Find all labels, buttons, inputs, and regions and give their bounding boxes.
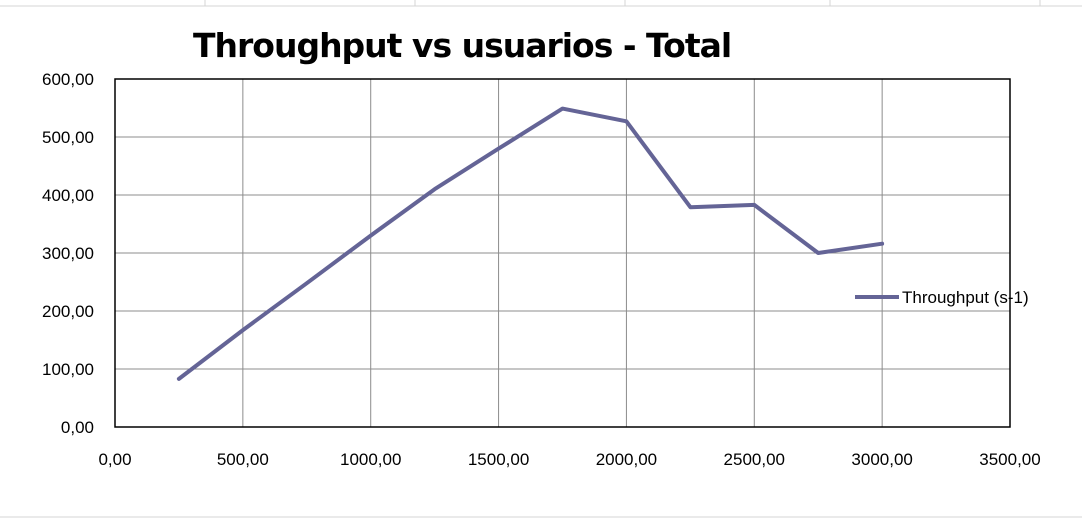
x-tick-label: 0,00 — [98, 450, 131, 469]
x-tick-label: 3000,00 — [851, 450, 912, 469]
y-axis-ticks: 0,00 100,00 200,00 300,00 400,00 500,00 600,00 — [42, 70, 94, 437]
data-point — [625, 120, 627, 122]
x-tick-label: 3500,00 — [979, 450, 1040, 469]
chart-title: Throughput vs usuarios - Total — [193, 26, 732, 65]
data-point — [370, 235, 372, 237]
data-point — [242, 329, 244, 331]
data-point — [498, 148, 500, 150]
data-point — [817, 252, 819, 254]
y-tick-label: 400,00 — [42, 186, 94, 205]
y-tick-label: 300,00 — [42, 244, 94, 263]
legend: Throughput (s-1) — [855, 288, 1029, 307]
x-tick-label: 1000,00 — [340, 450, 401, 469]
x-tick-label: 1500,00 — [468, 450, 529, 469]
data-point — [178, 378, 180, 380]
y-tick-label: 0,00 — [61, 418, 94, 437]
gridlines — [114, 78, 1011, 428]
y-tick-label: 600,00 — [42, 70, 94, 89]
data-point — [306, 282, 308, 284]
x-axis-ticks: 0,00 500,00 1000,00 1500,00 2000,00 2500,00 30… — [98, 450, 1040, 469]
legend-label: Throughput (s-1) — [902, 288, 1029, 307]
data-point — [881, 243, 883, 245]
plot-area-border — [114, 78, 1011, 428]
series-line — [176, 106, 885, 381]
y-tick-label: 100,00 — [42, 360, 94, 379]
data-point — [434, 188, 436, 190]
data-point — [689, 206, 691, 208]
x-tick-label: 500,00 — [217, 450, 269, 469]
data-point — [562, 108, 563, 110]
y-tick-label: 200,00 — [42, 302, 94, 321]
y-tick-label: 500,00 — [42, 128, 94, 147]
series-layer — [176, 106, 885, 381]
data-point — [753, 204, 755, 206]
x-tick-label: 2500,00 — [724, 450, 785, 469]
x-tick-label: 2000,00 — [596, 450, 657, 469]
